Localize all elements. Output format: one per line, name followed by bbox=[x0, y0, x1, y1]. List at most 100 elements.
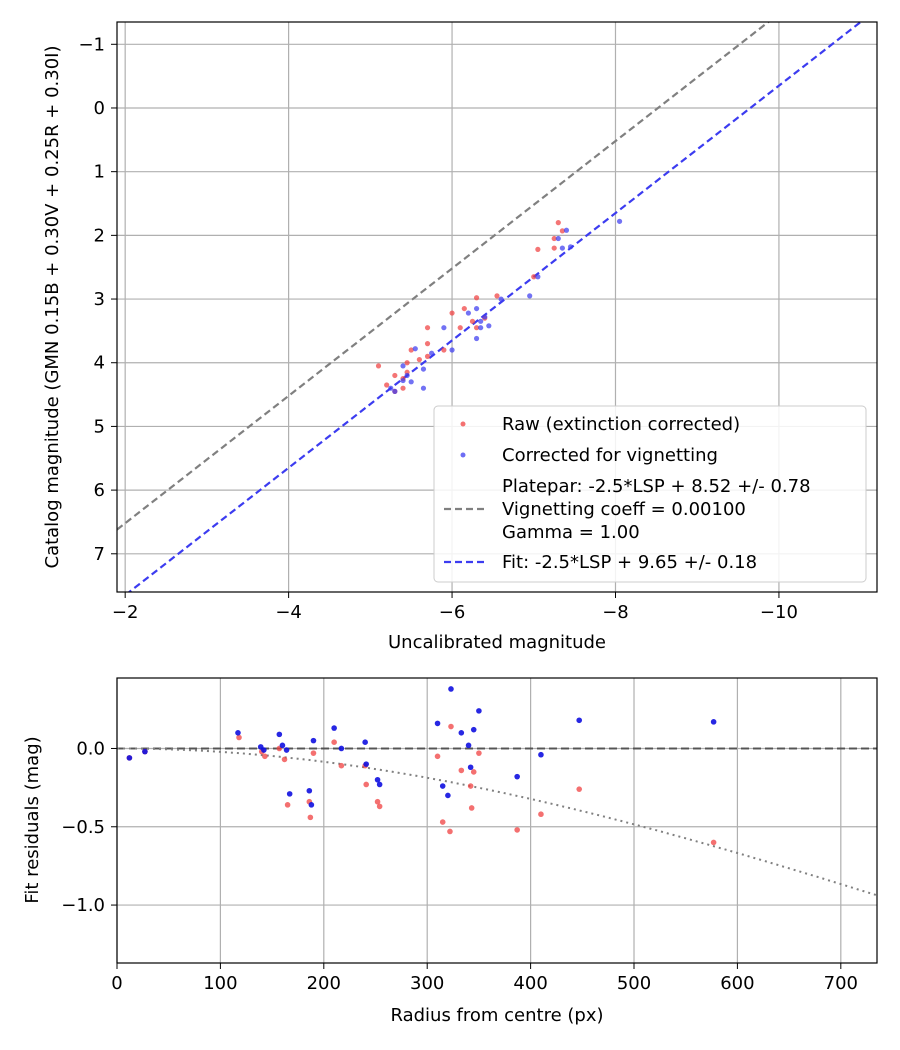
bottom-y-axis-label: Fit residuals (mag) bbox=[22, 736, 43, 903]
bottom-point-1-2 bbox=[235, 730, 241, 736]
bottom-point-1-1 bbox=[142, 748, 148, 755]
top-point-1-17 bbox=[412, 346, 418, 352]
bottom-point-1-12 bbox=[331, 725, 337, 731]
top-xtick-label-2: −6 bbox=[439, 602, 466, 623]
bottom-ytick-label-2: −1.0 bbox=[61, 895, 105, 916]
bottom-xtick-label-7: 700 bbox=[824, 973, 858, 994]
top-point-0-2 bbox=[559, 228, 565, 234]
bottom-point-1-23 bbox=[465, 742, 472, 749]
bottom-xtick-label-4: 400 bbox=[513, 973, 547, 994]
top-xtick-label-0: −2 bbox=[112, 602, 139, 623]
bottom-point-1-28 bbox=[538, 751, 544, 758]
top-point-1-10 bbox=[482, 314, 488, 320]
top-point-1-18 bbox=[429, 350, 435, 356]
bottom-xtick-label-5: 500 bbox=[617, 973, 651, 994]
bottom-point-1-20 bbox=[445, 792, 451, 799]
top-point-0-26 bbox=[400, 385, 406, 391]
legend-platepar-line3: Gamma = 1.00 bbox=[502, 522, 640, 543]
top-y-axis-label: Catalog magnitude (GMN 0.15B + 0.30V + 0… bbox=[42, 45, 63, 568]
top-point-1-12 bbox=[486, 323, 492, 329]
bottom-y-ticks: 0.0 −0.5 −1.0 bbox=[61, 738, 117, 916]
legend-raw-marker bbox=[460, 421, 466, 427]
top-point-1-6 bbox=[527, 293, 533, 299]
bottom-point-1-7 bbox=[283, 747, 290, 753]
top-point-0-1 bbox=[551, 235, 557, 242]
top-point-0-25 bbox=[384, 382, 390, 388]
bottom-point-0-4 bbox=[262, 753, 268, 760]
bottom-point-0-20 bbox=[448, 723, 454, 730]
bottom-point-1-21 bbox=[448, 686, 454, 692]
top-point-1-16 bbox=[449, 347, 455, 353]
bottom-point-1-8 bbox=[286, 791, 293, 797]
top-point-1-13 bbox=[478, 325, 484, 331]
bottom-point-0-22 bbox=[467, 783, 474, 789]
bottom-point-1-26 bbox=[476, 708, 482, 714]
top-ytick-label-8: 7 bbox=[94, 544, 105, 565]
bottom-point-0-26 bbox=[514, 827, 520, 833]
bottom-xtick-label-0: 0 bbox=[111, 973, 122, 994]
legend-raw-label: Raw (extinction corrected) bbox=[502, 414, 740, 435]
bottom-point-0-24 bbox=[470, 769, 477, 775]
top-point-1-14 bbox=[441, 325, 447, 331]
top-point-0-21 bbox=[375, 363, 382, 369]
legend-corrected-marker bbox=[460, 452, 466, 458]
bottom-point-0-7 bbox=[284, 802, 291, 808]
bottom-xtick-label-6: 600 bbox=[720, 973, 754, 994]
top-point-0-5 bbox=[531, 274, 537, 280]
top-point-1-11 bbox=[478, 318, 484, 324]
top-point-1-4 bbox=[567, 244, 574, 250]
bottom-point-1-18 bbox=[434, 720, 441, 727]
legend-corrected-label: Corrected for vignetting bbox=[502, 445, 718, 466]
bottom-point-0-19 bbox=[447, 828, 453, 835]
top-point-1-24 bbox=[392, 388, 398, 394]
legend-platepar-line1: Platepar: -2.5*LSP + 8.52 +/- 0.78 bbox=[502, 476, 811, 497]
bottom-point-1-15 bbox=[363, 761, 369, 767]
bottom-point-1-9 bbox=[306, 787, 313, 794]
top-point-1-15 bbox=[473, 335, 480, 342]
bottom-point-1-22 bbox=[458, 730, 465, 736]
bottom-point-0-2 bbox=[236, 734, 242, 741]
top-legend: Raw (extinction corrected) Corrected for… bbox=[433, 405, 867, 583]
top-y-ticks: −1 0 1 2 3 4 5 6 7 bbox=[78, 34, 117, 565]
bottom-plot-frame bbox=[116, 677, 878, 964]
top-ytick-label-5: 4 bbox=[94, 353, 105, 374]
top-ytick-label-0: −1 bbox=[78, 34, 105, 55]
top-point-0-0 bbox=[555, 220, 561, 226]
bottom-point-0-12 bbox=[338, 762, 345, 769]
top-point-0-7 bbox=[473, 295, 480, 301]
bottom-point-0-21 bbox=[458, 767, 465, 774]
bottom-point-0-27 bbox=[538, 811, 544, 818]
bottom-point-0-29 bbox=[710, 839, 717, 846]
bottom-point-1-6 bbox=[279, 742, 286, 749]
top-point-0-15 bbox=[441, 347, 447, 353]
top-point-1-21 bbox=[404, 372, 410, 379]
bottom-point-0-16 bbox=[376, 803, 383, 810]
bottom-point-0-14 bbox=[363, 781, 369, 788]
bottom-scatter-points bbox=[126, 686, 717, 846]
bottom-reference-lines bbox=[117, 747, 878, 897]
top-point-1-5 bbox=[535, 274, 541, 280]
top-point-1-19 bbox=[400, 363, 406, 369]
bottom-x-ticks: 0 100 200 300 400 500 600 700 bbox=[111, 963, 858, 994]
top-ytick-label-6: 5 bbox=[94, 416, 105, 437]
bottom-point-0-9 bbox=[307, 814, 314, 821]
top-point-0-8 bbox=[461, 305, 467, 312]
bottom-vignetting-curve bbox=[117, 747, 878, 897]
bottom-point-1-5 bbox=[276, 731, 283, 738]
bottom-point-0-25 bbox=[476, 750, 482, 756]
bottom-point-1-13 bbox=[338, 745, 345, 752]
top-point-1-1 bbox=[563, 227, 570, 233]
bottom-point-1-0 bbox=[126, 755, 133, 761]
top-ytick-label-2: 1 bbox=[94, 162, 105, 183]
top-line-fit bbox=[127, 22, 863, 592]
top-xtick-label-3: −8 bbox=[602, 602, 629, 623]
bottom-point-0-28 bbox=[576, 786, 583, 792]
bottom-xtick-label-3: 300 bbox=[410, 973, 444, 994]
bottom-point-0-11 bbox=[331, 739, 337, 746]
bottom-point-1-10 bbox=[308, 802, 315, 808]
top-line-platepar bbox=[117, 22, 771, 531]
bottom-point-1-16 bbox=[374, 776, 381, 783]
top-scatter-points bbox=[375, 218, 623, 394]
top-ytick-label-3: 2 bbox=[94, 225, 105, 246]
top-xtick-label-1: −4 bbox=[275, 602, 302, 623]
